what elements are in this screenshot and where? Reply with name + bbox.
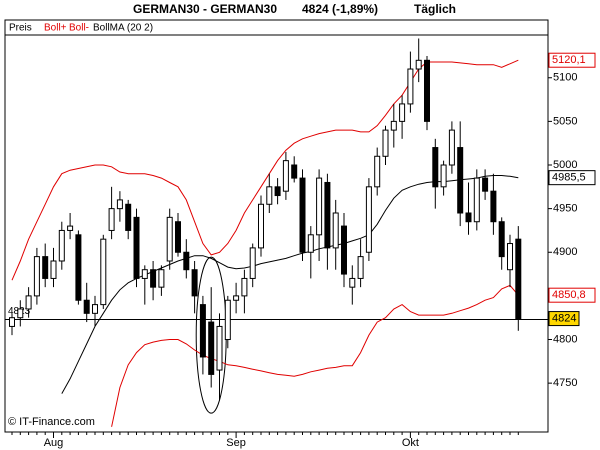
candle-body bbox=[365, 186, 372, 253]
candle-body bbox=[58, 229, 65, 262]
candle-body bbox=[332, 212, 339, 249]
candle-body bbox=[116, 199, 123, 210]
candle-body bbox=[473, 177, 480, 223]
y-tick-label: 5050 bbox=[553, 115, 577, 127]
candle-body bbox=[75, 234, 82, 301]
candle-body bbox=[100, 238, 107, 306]
y-tick-label: 4950 bbox=[553, 203, 577, 215]
candle-body bbox=[274, 186, 281, 197]
candle-body bbox=[83, 299, 90, 314]
copyright: © IT-Finance.com bbox=[8, 416, 95, 428]
legend-entry: Preis bbox=[9, 23, 32, 34]
y-tick-label: 4800 bbox=[553, 333, 577, 345]
legend-entry: Boll+ bbox=[44, 23, 67, 34]
candle-body bbox=[399, 103, 406, 122]
band-line bbox=[11, 59, 519, 281]
candle-body bbox=[183, 251, 190, 271]
candle-body bbox=[266, 186, 273, 205]
candle-body bbox=[42, 256, 49, 279]
candle-body bbox=[341, 225, 347, 275]
last-value-box bbox=[548, 170, 596, 186]
candle-body bbox=[307, 234, 314, 253]
candle-body bbox=[432, 147, 439, 188]
x-tick-label: Okt bbox=[402, 437, 419, 449]
candle-body bbox=[324, 181, 331, 249]
candle-body bbox=[233, 295, 240, 301]
x-tick-label: Aug bbox=[44, 437, 64, 449]
x-tick-label: Sep bbox=[226, 437, 246, 449]
candle-body bbox=[67, 225, 74, 231]
last-value-box bbox=[548, 287, 596, 303]
y-tick-label: 4900 bbox=[553, 246, 577, 258]
y-tick-label: 4750 bbox=[553, 377, 577, 389]
candle-body bbox=[108, 208, 115, 231]
candle-body bbox=[133, 216, 140, 279]
candle-body bbox=[482, 177, 489, 192]
candle-body bbox=[457, 147, 464, 214]
last-price-label: 4824 bbox=[552, 312, 576, 324]
candle-body bbox=[92, 304, 98, 314]
candle-body bbox=[141, 269, 148, 279]
candle-body bbox=[150, 269, 157, 288]
candle-body bbox=[349, 277, 356, 288]
candle-body bbox=[125, 203, 132, 231]
period: Täglich bbox=[414, 2, 456, 16]
candle-body bbox=[316, 177, 323, 236]
candle-body bbox=[507, 243, 513, 271]
candle-body bbox=[249, 247, 256, 279]
candle-body bbox=[291, 164, 298, 179]
candle-body bbox=[224, 299, 231, 341]
candle-body bbox=[390, 120, 397, 131]
chart-title: GERMAN30 - GERMAN30 bbox=[133, 2, 277, 16]
last-value-label: 4985,5 bbox=[552, 172, 586, 184]
candle-body bbox=[216, 325, 223, 371]
legend-entry: BollMA (20 2) bbox=[93, 23, 153, 34]
candle-body bbox=[448, 129, 455, 166]
y-tick-label: 5000 bbox=[553, 159, 577, 171]
plot-frame bbox=[4, 19, 549, 433]
candle-body bbox=[424, 59, 430, 122]
candle-body bbox=[357, 256, 364, 279]
candle-body bbox=[490, 190, 497, 223]
candle-body bbox=[498, 221, 505, 258]
candle-body bbox=[258, 203, 264, 249]
candle-body bbox=[407, 68, 414, 105]
candle-body bbox=[166, 216, 173, 262]
last-value-label: 5120,1 bbox=[552, 54, 586, 66]
last-value-box bbox=[548, 52, 596, 68]
candle-body bbox=[158, 269, 165, 288]
candle-body bbox=[9, 317, 15, 327]
candle-body bbox=[440, 164, 447, 188]
candle-body bbox=[17, 308, 24, 319]
candle-body bbox=[515, 238, 522, 320]
candle-body bbox=[415, 59, 422, 70]
candle-body bbox=[25, 295, 32, 310]
candle-body bbox=[191, 269, 198, 297]
candle-body bbox=[50, 260, 57, 279]
candle-body bbox=[199, 304, 206, 358]
last-price-box bbox=[548, 311, 580, 327]
candle-body bbox=[299, 177, 306, 253]
candle-body bbox=[374, 155, 381, 188]
candle-body bbox=[382, 129, 389, 157]
candle-body bbox=[33, 256, 40, 297]
legend-entry: Boll- bbox=[69, 23, 89, 34]
candle-body bbox=[208, 321, 215, 375]
y-tick-label: 5100 bbox=[553, 72, 577, 84]
last-value-label: 4850,8 bbox=[552, 289, 586, 301]
candle-body bbox=[282, 160, 289, 192]
candle-body bbox=[175, 221, 181, 253]
candle-body bbox=[241, 277, 248, 297]
band-line bbox=[111, 284, 519, 427]
price-info: 4824 (-1,89%) bbox=[302, 2, 378, 16]
candle-body bbox=[465, 212, 472, 223]
